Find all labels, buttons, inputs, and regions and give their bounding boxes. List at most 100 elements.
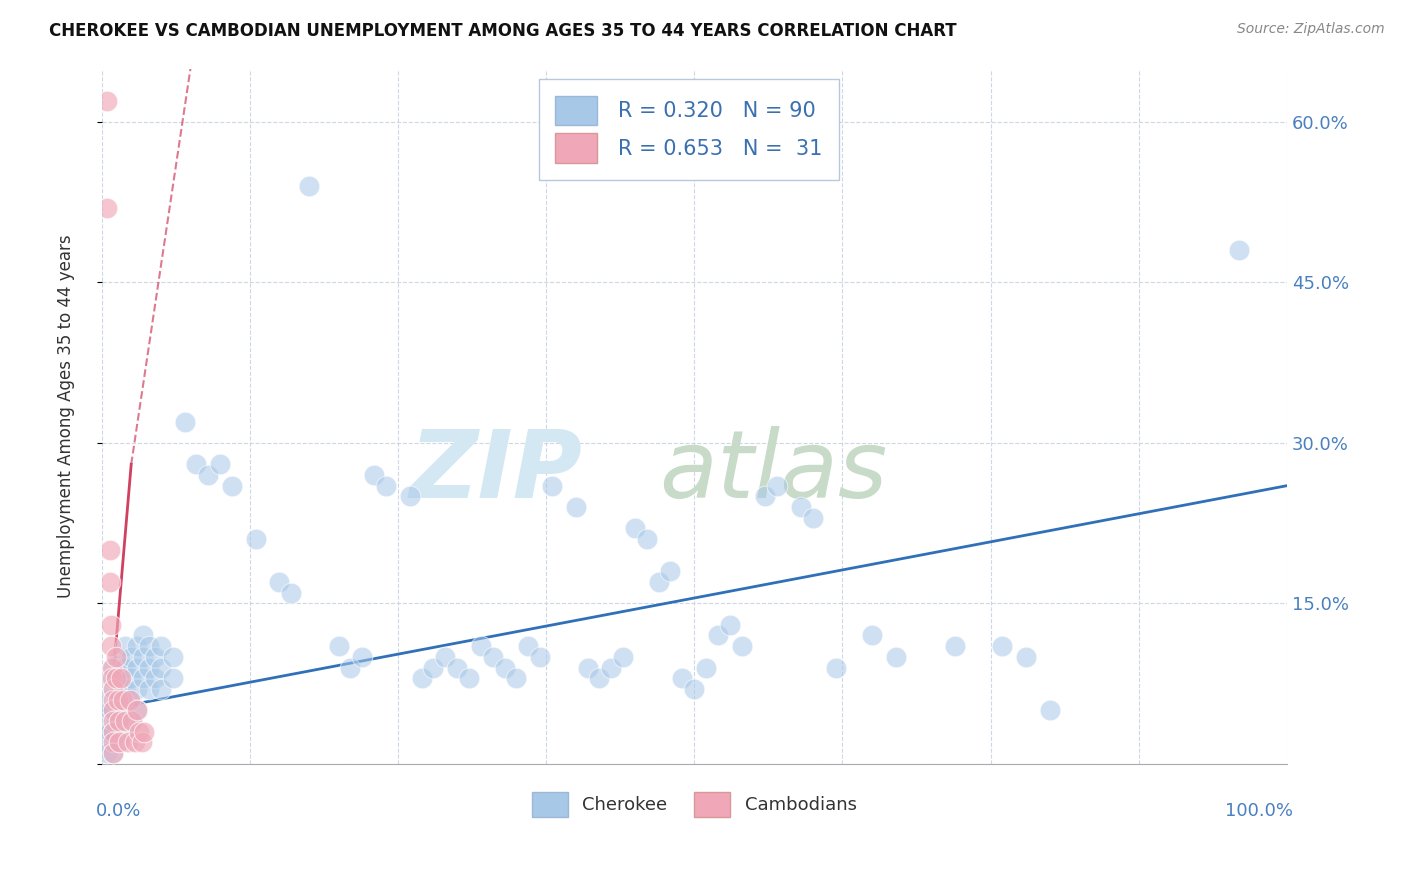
Point [1229,244,1251,258]
Point [104,692,127,706]
Point [108,649,131,664]
Point [114,660,136,674]
Point [328,639,350,653]
Point [127,639,149,653]
Point [108,714,131,728]
Point [860,628,883,642]
Text: CHEROKEE VS CAMBODIAN UNEMPLOYMENT AMONG AGES 35 TO 44 YEARS CORRELATION CHART: CHEROKEE VS CAMBODIAN UNEMPLOYMENT AMONG… [49,22,957,40]
Point [943,639,966,653]
Point [143,649,166,664]
Point [363,468,385,483]
Point [118,692,141,706]
Point [98,724,121,739]
Point [138,639,160,653]
Point [103,746,125,760]
Point [754,490,776,504]
Point [101,660,124,674]
Point [98,574,121,589]
Point [111,681,134,696]
Point [124,735,146,749]
Point [98,703,121,717]
Point [446,660,468,674]
Point [100,617,122,632]
Point [108,735,131,749]
Text: atlas: atlas [658,426,887,517]
Point [127,660,149,674]
Point [96,724,118,739]
Point [114,724,136,739]
Point [221,479,243,493]
Point [173,415,195,429]
Point [505,671,527,685]
Point [186,458,208,472]
Point [695,660,717,674]
Legend: Cherokee, Cambodians: Cherokee, Cambodians [524,784,865,824]
Point [98,542,121,557]
Point [766,479,789,493]
Point [111,692,134,706]
Point [96,735,118,749]
Point [352,649,374,664]
Point [245,532,267,546]
Point [128,724,150,739]
Point [100,639,122,653]
Point [107,692,129,706]
Point [149,681,172,696]
Point [624,521,647,535]
Point [162,649,184,664]
Point [114,714,136,728]
Point [120,671,142,685]
Point [564,500,586,514]
Point [114,703,136,717]
Point [269,574,291,589]
Point [127,703,149,717]
Point [114,639,136,653]
Text: Source: ZipAtlas.com: Source: ZipAtlas.com [1237,22,1385,37]
Point [647,574,669,589]
Point [884,649,907,664]
Point [612,649,634,664]
Point [298,179,321,194]
Point [103,724,125,739]
Point [411,671,433,685]
Point [103,724,125,739]
Point [588,671,610,685]
Point [790,500,813,514]
Point [104,649,127,664]
Point [398,490,420,504]
Point [127,703,149,717]
Point [132,671,155,685]
Point [149,639,172,653]
Point [96,714,118,728]
Point [110,671,132,685]
Point [120,714,142,728]
Point [103,681,125,696]
Point [209,458,232,472]
Point [825,660,848,674]
Text: ZIP: ZIP [409,425,582,517]
Point [541,479,564,493]
Point [197,468,219,483]
Point [104,714,127,728]
Point [707,628,730,642]
Point [127,681,149,696]
Point [636,532,658,546]
Point [111,703,134,717]
Point [132,649,155,664]
Point [120,649,142,664]
Point [149,660,172,674]
Point [991,639,1014,653]
Point [103,735,125,749]
Point [339,660,361,674]
Point [434,649,457,664]
Point [422,660,444,674]
Point [101,671,124,685]
Point [718,617,741,632]
Point [121,714,143,728]
Point [108,714,131,728]
Point [96,692,118,706]
Point [104,671,127,685]
Point [730,639,752,653]
Point [96,201,118,215]
Point [117,735,139,749]
